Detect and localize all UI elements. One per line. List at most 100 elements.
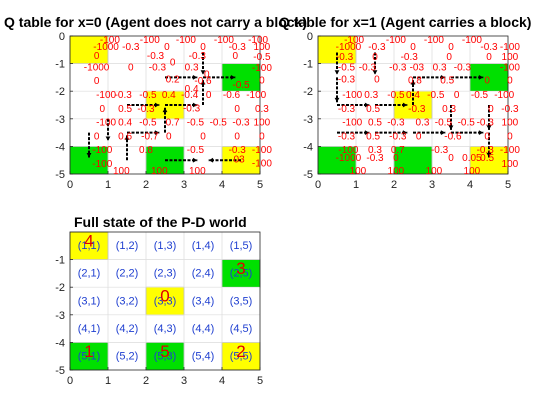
- q-value-label: -0.3: [338, 104, 356, 115]
- q-value-label: 0: [446, 52, 452, 63]
- y-tick-label: -4: [55, 337, 65, 349]
- q-value-label: -0.3: [480, 42, 498, 53]
- q-value-label: -100: [342, 90, 362, 101]
- cell-coordinate-label: (2,2): [116, 268, 139, 280]
- y-tick-label: -3: [55, 114, 65, 126]
- q-value-label: -1000: [336, 42, 362, 53]
- x-tick-label: 0: [67, 375, 73, 387]
- q-table-x0-plot: 0 1 2 3 4 50-1-2-3-4-5-100-1000 -0.3-1000-1000…: [4, 14, 307, 191]
- q-value-label: 0: [204, 70, 210, 81]
- q-value-label: -0.3: [454, 62, 472, 73]
- q-value-label: 0: [488, 104, 494, 115]
- q-value-label: -100: [96, 90, 116, 101]
- x-tick-label: 4: [219, 179, 225, 191]
- q-value-label: 0.5: [440, 76, 454, 87]
- q-value-label: -0.5: [427, 90, 445, 101]
- y-tick-label: 0: [307, 31, 313, 43]
- q-value-label: 100: [151, 166, 168, 177]
- q-value-label: 0: [170, 58, 176, 69]
- q-value-label: -0.3: [115, 90, 133, 101]
- q-value-label: 0: [128, 62, 134, 73]
- q-value-label: -0.5: [387, 90, 405, 101]
- policy-arrow-head: [364, 130, 370, 135]
- q-value-label: -0.3: [232, 118, 250, 129]
- policy-arrow-head: [86, 153, 92, 158]
- cell-coordinate-label: (1,1): [78, 240, 101, 252]
- q-value-label: 0: [94, 76, 100, 87]
- q-value-label: -0.3: [408, 104, 426, 115]
- y-tick-label: -5: [303, 169, 313, 181]
- q-value-label: -100: [462, 35, 482, 46]
- q-value-label: -100: [100, 35, 120, 46]
- q-value-label: 0: [484, 76, 490, 87]
- q-value-label: 0: [416, 131, 422, 142]
- q-value-label: -0.5: [338, 62, 356, 73]
- cell-coordinate-label: (5,4): [192, 351, 215, 363]
- x-tick-label: 4: [219, 375, 225, 387]
- policy-arrow-head: [372, 70, 378, 75]
- q-value-label: -100: [338, 145, 358, 156]
- cell-coordinate-label: (5,2): [116, 351, 139, 363]
- q-value-label: 0.4: [162, 90, 176, 101]
- cell-coordinate-label: (1,3): [154, 240, 177, 252]
- q-value-label: 0.7: [166, 118, 180, 129]
- cell-coordinate-label: (5,3): [154, 351, 177, 363]
- q-value-label: -1000: [84, 62, 110, 73]
- q-value-label: -0.3: [229, 42, 247, 53]
- q-value-label: -03: [410, 62, 425, 73]
- q-value-label: -0.5: [210, 118, 228, 129]
- q-value-label: -0.5: [187, 118, 205, 129]
- y-tick-label: -3: [55, 310, 65, 322]
- q-value-label: 0.8: [139, 145, 153, 156]
- policy-arrow-head: [334, 70, 340, 75]
- q-value-label: -0.6: [194, 76, 212, 87]
- q-value-label: -1000: [93, 42, 119, 53]
- x-tick-label: 3: [429, 179, 435, 191]
- q-value-label: 100: [388, 166, 405, 177]
- q-value-label: -1000: [336, 153, 362, 164]
- cell-coordinate-label: (5,1): [78, 351, 101, 363]
- block-count-label: 5: [160, 342, 169, 361]
- q-value-label: 0.7: [391, 145, 405, 156]
- q-value-label: -0.3: [401, 52, 419, 63]
- q-value-label: 100: [502, 159, 519, 170]
- q-value-label: 100: [502, 118, 519, 129]
- q-value-label: -0.3: [336, 52, 354, 63]
- q-value-label: -0.3: [387, 118, 405, 129]
- q-value-label: -0.5: [232, 80, 250, 91]
- q-value-label: -100: [246, 90, 266, 101]
- y-tick-label: -1: [55, 255, 65, 267]
- q-value-label: 0: [94, 131, 100, 142]
- cell-coordinate-label: (1,5): [230, 240, 253, 252]
- x-tick-label: 2: [391, 179, 397, 191]
- policy-arrow-head: [486, 125, 492, 130]
- q-value-label: 0.3: [442, 104, 456, 115]
- q-value-label: 0.4: [118, 118, 132, 129]
- cell-coordinate-label: (2,3): [154, 268, 177, 280]
- axes-box: [69, 35, 261, 175]
- policy-arrow-head: [124, 135, 130, 140]
- q-value-label: 0: [393, 153, 399, 164]
- cell-coordinate-label: (5,5): [230, 351, 253, 363]
- block-count-label: 0: [160, 287, 169, 306]
- dropoff-cell: [145, 342, 185, 371]
- x-tick-label: 5: [257, 179, 263, 191]
- policy-arrow-head: [192, 75, 198, 80]
- q-value-label: 0: [372, 52, 378, 63]
- chart-title: Q table for x=1 (Agent carries a block): [279, 14, 531, 30]
- cell-coordinate-label: (3,4): [192, 295, 215, 307]
- q-value-label: 03: [234, 154, 246, 165]
- x-tick-label: 0: [315, 179, 321, 191]
- q-table-x1-plot: 0 1 2 3 4 50-1-2-3-4-5-100-1000 -0.3-1000-1000…: [279, 14, 531, 191]
- q-value-label: -100: [494, 90, 514, 101]
- q-value-label: -100: [176, 35, 196, 46]
- q-value-label: 100: [464, 166, 481, 177]
- q-value-label: 100: [254, 118, 271, 129]
- policy-arrow-head: [478, 75, 484, 80]
- q-value-label: 100: [189, 166, 206, 177]
- policy-arrow-head: [410, 80, 416, 85]
- block-count-label: 4: [84, 231, 93, 250]
- q-value-label: 100: [254, 42, 271, 53]
- q-value-label: 0: [233, 51, 239, 62]
- policy-arrow-head: [200, 80, 206, 85]
